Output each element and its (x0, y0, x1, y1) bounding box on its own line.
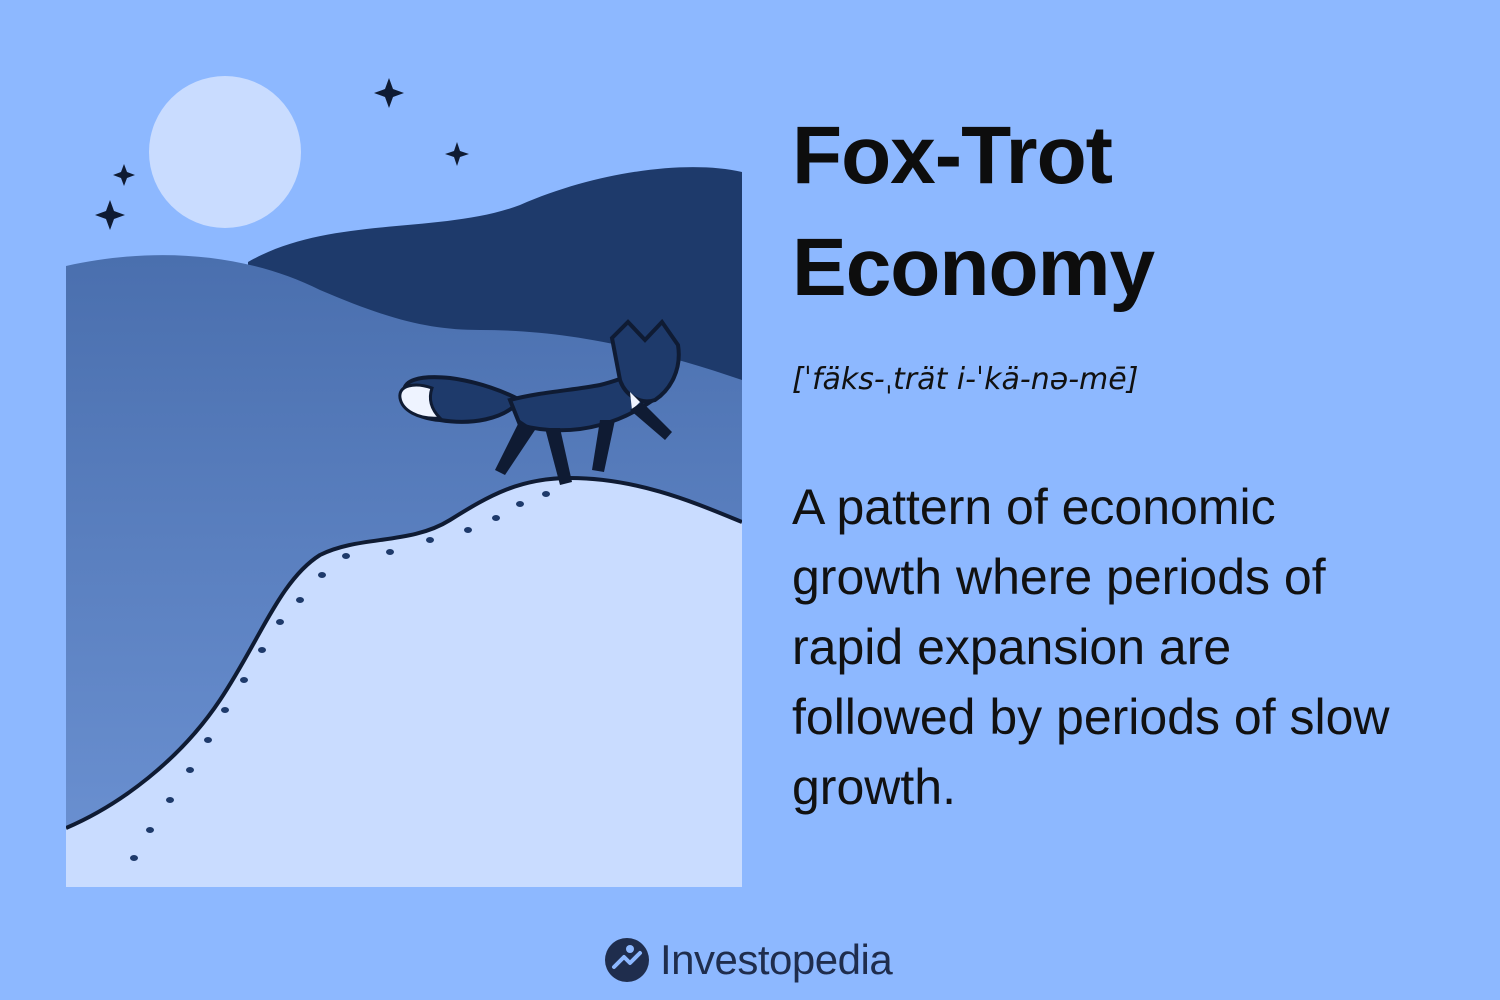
term-title: Fox-Trot Economy (792, 100, 1155, 324)
term-title-line1: Fox-Trot (792, 110, 1113, 201)
moon (149, 76, 301, 228)
definition: A pattern of economic growth where perio… (792, 479, 1390, 815)
star-icon (374, 78, 404, 108)
term-title-line2: Economy (792, 222, 1155, 313)
fox-icon (398, 318, 681, 485)
fox-illustration (66, 76, 742, 887)
star-icon (95, 200, 125, 230)
footprints (130, 491, 550, 861)
brand-logo: Investopedia (604, 932, 893, 988)
brand-name: Investopedia (660, 936, 893, 983)
snow-outline (66, 475, 742, 830)
investopedia-logo-icon (605, 938, 649, 982)
stars (95, 78, 469, 230)
star-icon (445, 142, 469, 166)
star-icon (113, 164, 135, 186)
pronunciation: [ˈfäks-ˌträt i-ˈkä-nə-mē] (792, 362, 1139, 397)
snow-slope (66, 478, 742, 887)
